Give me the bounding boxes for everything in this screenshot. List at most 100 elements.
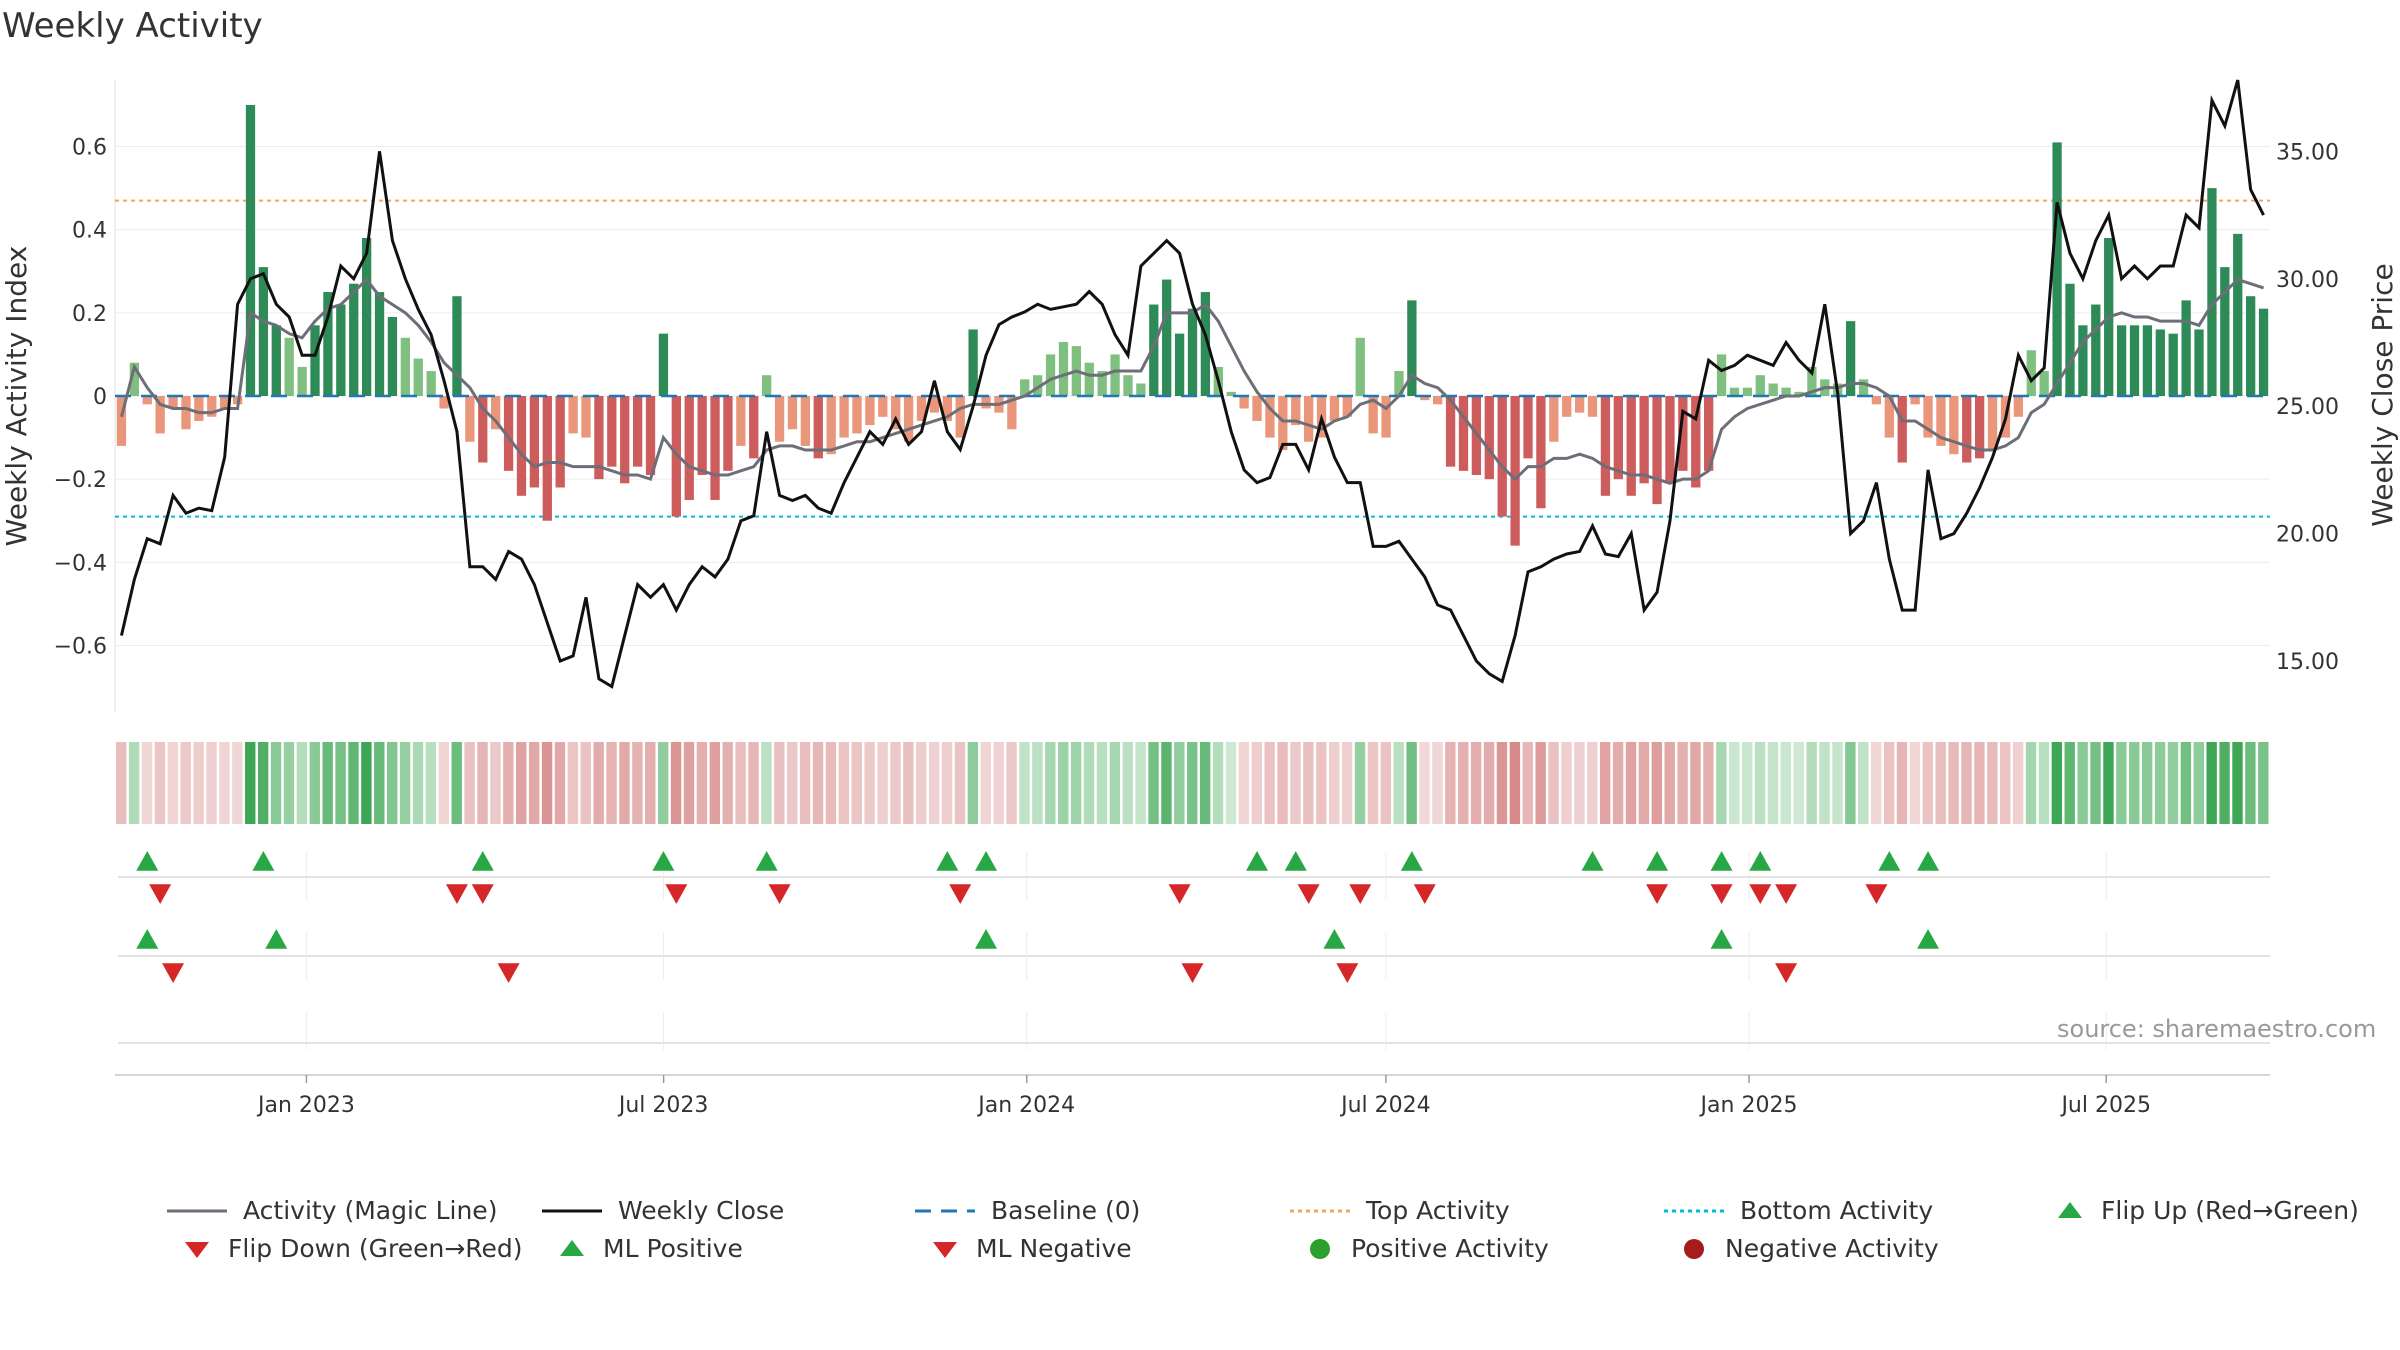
flip-up-marker (652, 851, 675, 871)
flip-up-marker (1917, 851, 1940, 871)
y-left-tick-label: 0.4 (72, 219, 107, 244)
activity-bar (361, 238, 372, 396)
flip-up-marker (1400, 851, 1423, 871)
activity-heat-cell (735, 742, 746, 824)
y-left-tick-label: −0.2 (54, 468, 107, 493)
activity-heat-cell (2167, 742, 2179, 824)
activity-bar (903, 396, 914, 442)
activity-heat-cell (1690, 742, 1701, 824)
activity-bar (1987, 396, 1998, 451)
activity-bar (155, 396, 165, 434)
y-left-tick-label: 0.6 (72, 136, 107, 161)
activity-heat-cell (696, 742, 708, 824)
activity-heat-cell (2219, 742, 2230, 824)
activity-heat-cell (864, 742, 875, 824)
activity-bar (1729, 387, 1740, 396)
y-right-tick-label: 35.00 (2276, 140, 2339, 165)
activity-bar (1045, 354, 1056, 396)
legend-bottom-activity-marker (1664, 1209, 1724, 1212)
activity-heat-cell (2116, 742, 2127, 824)
activity-heat-cell (580, 742, 591, 824)
activity-heat-cell (1096, 742, 1108, 824)
activity-bar (2194, 329, 2204, 396)
activity-bar (1691, 396, 1701, 488)
activity-bar (942, 396, 952, 421)
activity-heat-cell (1729, 742, 1740, 824)
legend-label: Baseline (0) (991, 1196, 1141, 1225)
legend-item-ml-positive: ML Positive (557, 1234, 743, 1263)
y-right-tick-label: 25.00 (2276, 395, 2339, 420)
activity-heat-cell (361, 742, 372, 824)
activity-bar (1407, 300, 1417, 396)
activity-heat-cell (2258, 742, 2269, 824)
activity-bar (1355, 337, 1365, 396)
activity-heat-cell (296, 742, 308, 824)
activity-heat-cell (1122, 742, 1133, 824)
activity-bar (839, 396, 849, 438)
activity-bar (1123, 375, 1133, 396)
activity-bar (1936, 396, 1946, 446)
activity-bar (1794, 391, 1804, 396)
activity-heat-cell (761, 742, 772, 824)
activity-bar (1652, 396, 1662, 505)
activity-heat-cell (1470, 742, 1482, 824)
legend-label: Top Activity (1366, 1196, 1510, 1225)
activity-heat-cell (980, 742, 991, 824)
activity-heat-cell (490, 742, 501, 824)
y-left-tick-label: −0.4 (54, 551, 107, 576)
flip-down-marker (471, 884, 494, 904)
activity-heat-cell (309, 742, 320, 824)
activity-heat-cell (1845, 742, 1856, 824)
legend-label: Weekly Close (618, 1196, 785, 1225)
x-tick-label: Jan 2024 (976, 1093, 1075, 1118)
flip-up-marker (252, 851, 275, 871)
legend-flip-down-marker (185, 1241, 209, 1258)
activity-bar (620, 396, 630, 484)
flip-down-marker (1413, 884, 1436, 904)
activity-heat-cell (425, 742, 437, 824)
activity-bar (529, 396, 540, 488)
activity-bar (129, 362, 140, 396)
activity-heat-cell (1793, 742, 1804, 824)
activity-bar (142, 396, 152, 405)
activity-heat-cell (2038, 742, 2050, 824)
activity-heat-cell (722, 742, 733, 824)
activity-heat-cell (283, 742, 295, 824)
legend-magic-line-marker (167, 1209, 227, 1212)
activity-heat-cell (1741, 742, 1753, 824)
activity-heat-cell (2154, 742, 2166, 824)
activity-bar (245, 104, 256, 397)
activity-bar (1239, 396, 1249, 409)
activity-heat-cell (232, 742, 243, 824)
activity-heat-cell (2103, 742, 2114, 824)
activity-heat-cell (464, 742, 475, 824)
activity-heat-cell (541, 742, 553, 824)
activity-bar (2207, 188, 2217, 396)
activity-heat-cell (1483, 742, 1495, 824)
flip-down-marker (768, 884, 791, 904)
flip-up-marker (755, 851, 778, 871)
activity-bar (1910, 396, 1920, 405)
activity-heat-cell (1109, 742, 1121, 824)
legend-flip-up-marker (2058, 1201, 2082, 1218)
activity-heat-cell (270, 742, 282, 824)
activity-heat-cell (1651, 742, 1663, 824)
activity-heat-cell (774, 742, 785, 824)
activity-bar (1433, 396, 1443, 405)
activity-bar (800, 396, 811, 446)
legend-item-magic-line: Activity (Magic Line) (167, 1196, 497, 1225)
activity-bar (1110, 354, 1120, 396)
activity-bar (2245, 296, 2256, 396)
flip-up-marker (471, 851, 494, 871)
activity-bar (2065, 283, 2075, 396)
activity-heat-cell (1612, 742, 1624, 824)
activity-heat-cell (1587, 742, 1598, 824)
activity-heat-cell (1703, 742, 1714, 824)
activity-heat-cell (257, 742, 269, 824)
activity-bar (336, 304, 346, 396)
magic-line-series (119, 277, 2265, 485)
activity-heat-cell (1909, 742, 1921, 824)
legend-label: ML Negative (976, 1234, 1132, 1263)
activity-heat-cell (348, 742, 359, 824)
activity-heat-cell (2180, 742, 2192, 824)
